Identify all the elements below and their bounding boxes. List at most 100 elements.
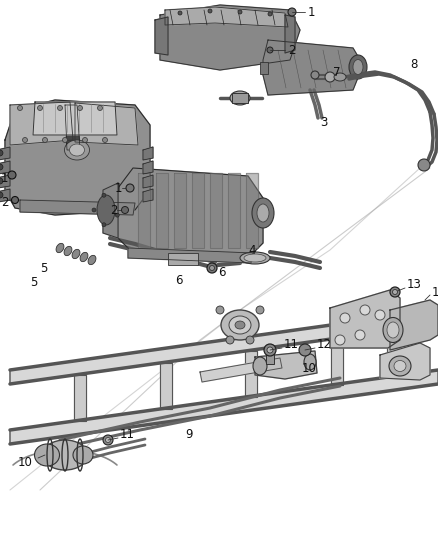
Polygon shape xyxy=(128,248,253,263)
Ellipse shape xyxy=(334,73,346,81)
Polygon shape xyxy=(143,147,153,160)
Polygon shape xyxy=(210,173,222,248)
Text: 7: 7 xyxy=(333,66,340,78)
Circle shape xyxy=(207,263,217,273)
Circle shape xyxy=(126,184,134,192)
Polygon shape xyxy=(390,300,438,350)
Circle shape xyxy=(208,9,212,13)
Text: 6: 6 xyxy=(175,273,183,287)
Bar xyxy=(260,62,268,74)
Text: 10: 10 xyxy=(18,456,33,469)
Circle shape xyxy=(390,287,400,297)
Text: 12: 12 xyxy=(317,338,332,351)
Circle shape xyxy=(42,138,47,142)
Ellipse shape xyxy=(304,354,316,370)
Polygon shape xyxy=(143,189,153,202)
Polygon shape xyxy=(0,161,10,174)
Circle shape xyxy=(267,347,273,353)
Polygon shape xyxy=(255,351,317,379)
Polygon shape xyxy=(143,161,153,174)
Polygon shape xyxy=(0,189,10,202)
Ellipse shape xyxy=(349,55,367,79)
Polygon shape xyxy=(160,363,172,409)
Circle shape xyxy=(11,197,18,204)
Circle shape xyxy=(22,138,28,142)
Ellipse shape xyxy=(80,252,88,262)
Circle shape xyxy=(78,106,82,110)
Text: 8: 8 xyxy=(410,59,417,71)
Polygon shape xyxy=(165,7,288,27)
Polygon shape xyxy=(0,175,10,188)
Polygon shape xyxy=(192,173,204,248)
Circle shape xyxy=(299,344,311,356)
Ellipse shape xyxy=(229,316,251,334)
Circle shape xyxy=(57,106,63,110)
Ellipse shape xyxy=(88,255,96,265)
Circle shape xyxy=(38,106,42,110)
Text: 4: 4 xyxy=(248,244,255,256)
Ellipse shape xyxy=(35,444,60,466)
Circle shape xyxy=(121,206,128,214)
Circle shape xyxy=(209,265,215,271)
Text: 5: 5 xyxy=(30,277,37,289)
Ellipse shape xyxy=(70,144,85,156)
Ellipse shape xyxy=(72,249,80,259)
Polygon shape xyxy=(10,310,438,384)
Text: 1: 1 xyxy=(1,172,8,184)
Polygon shape xyxy=(380,343,430,380)
Circle shape xyxy=(264,344,276,356)
Circle shape xyxy=(98,106,102,110)
Ellipse shape xyxy=(257,204,269,222)
Ellipse shape xyxy=(221,310,259,340)
Circle shape xyxy=(0,150,3,156)
Circle shape xyxy=(418,159,430,171)
Circle shape xyxy=(0,192,3,198)
Polygon shape xyxy=(20,200,135,215)
Circle shape xyxy=(92,208,96,212)
Ellipse shape xyxy=(56,244,64,253)
Polygon shape xyxy=(10,102,73,145)
Polygon shape xyxy=(246,173,258,248)
Polygon shape xyxy=(0,147,10,160)
Ellipse shape xyxy=(383,318,403,343)
Text: 2: 2 xyxy=(1,197,8,209)
Circle shape xyxy=(226,336,234,344)
Bar xyxy=(168,253,198,265)
Circle shape xyxy=(216,306,224,314)
Circle shape xyxy=(311,71,319,79)
Circle shape xyxy=(63,138,67,142)
Polygon shape xyxy=(74,375,86,421)
Circle shape xyxy=(115,213,119,217)
Circle shape xyxy=(82,138,88,142)
Ellipse shape xyxy=(64,246,72,256)
Text: 6: 6 xyxy=(218,265,226,279)
Circle shape xyxy=(392,289,398,295)
Polygon shape xyxy=(33,102,117,135)
Circle shape xyxy=(268,12,272,16)
Polygon shape xyxy=(143,175,153,188)
Ellipse shape xyxy=(353,60,363,75)
Circle shape xyxy=(0,164,3,170)
Text: 5: 5 xyxy=(40,262,47,274)
Ellipse shape xyxy=(244,254,266,262)
Ellipse shape xyxy=(389,356,411,376)
Bar xyxy=(266,354,274,364)
Polygon shape xyxy=(10,370,438,444)
Ellipse shape xyxy=(253,357,267,375)
Circle shape xyxy=(18,106,22,110)
Polygon shape xyxy=(156,173,168,248)
Ellipse shape xyxy=(42,440,88,470)
Polygon shape xyxy=(331,339,343,385)
Circle shape xyxy=(288,8,296,16)
Circle shape xyxy=(238,10,242,14)
Polygon shape xyxy=(118,168,263,258)
Circle shape xyxy=(256,306,264,314)
Circle shape xyxy=(355,330,365,340)
Text: 2: 2 xyxy=(110,204,117,216)
Text: 1: 1 xyxy=(308,5,315,19)
Polygon shape xyxy=(245,351,258,397)
Ellipse shape xyxy=(240,252,270,264)
Polygon shape xyxy=(387,331,399,377)
Ellipse shape xyxy=(64,140,89,160)
Text: 10: 10 xyxy=(302,361,317,375)
